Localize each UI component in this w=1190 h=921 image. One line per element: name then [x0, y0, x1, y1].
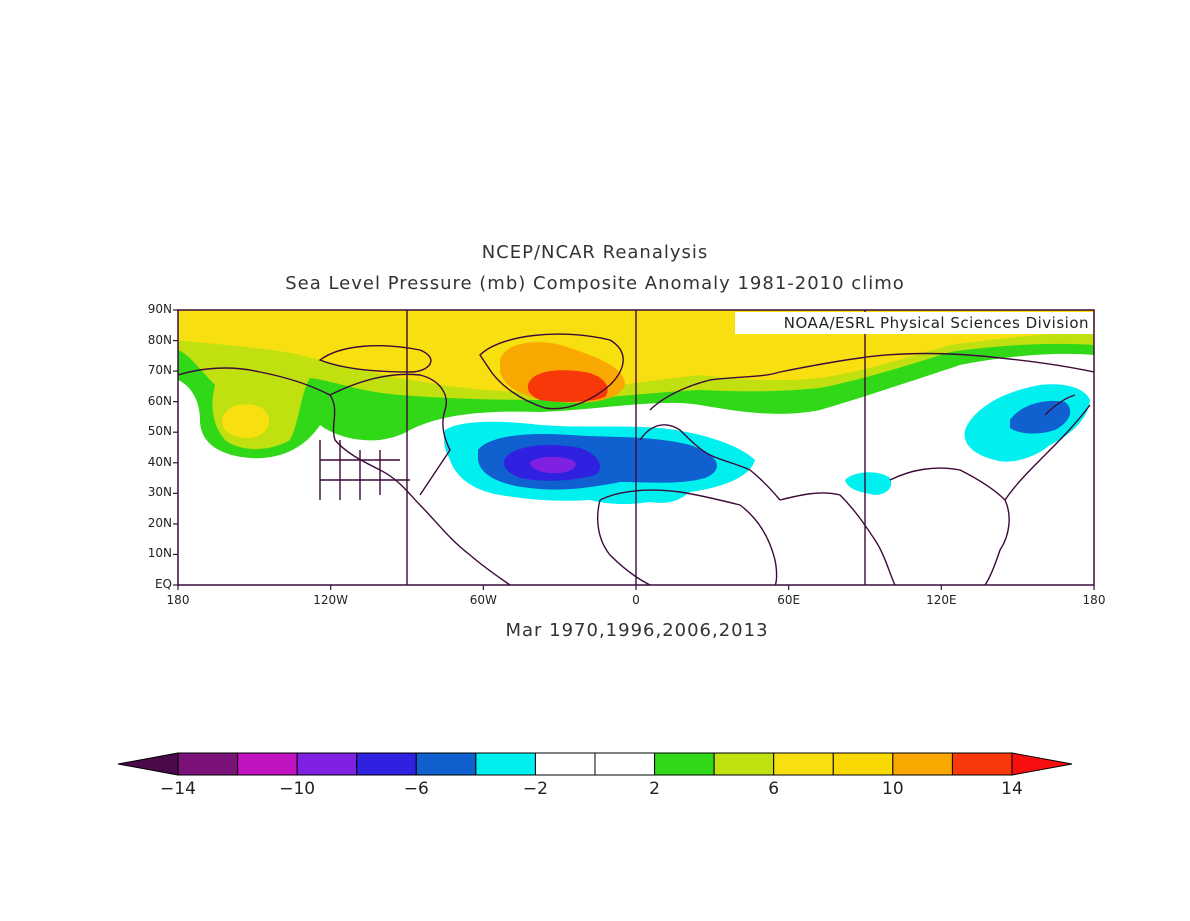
colorbar-label: −6 [403, 779, 429, 799]
colorbar-label: −10 [279, 779, 316, 799]
colorbar-swatch [951, 752, 1013, 776]
colorbar-label: 14 [1001, 779, 1023, 799]
lon-tick-label: 0 [632, 593, 640, 607]
colorbar-swatch [594, 752, 656, 776]
colorbar-swatch [654, 752, 715, 776]
colorbar-label: −14 [160, 779, 196, 799]
colorbar-swatch [177, 752, 239, 776]
colorbar-arrow-max [1011, 752, 1073, 776]
colorbar-label: 2 [649, 779, 660, 799]
lat-tick-label: 20N [147, 515, 172, 530]
colorbar-swatch [415, 752, 477, 776]
lon-tick-label: 60E [777, 593, 801, 607]
colorbar-swatch [237, 752, 298, 776]
lat-tick-label: 90N [147, 302, 172, 316]
colorbar-swatch [892, 752, 953, 776]
anomaly-contour-neg2c [845, 472, 892, 495]
colorbar-swatch [713, 752, 775, 776]
colorbar-swatch [534, 752, 596, 776]
chart-subtitle: Sea Level Pressure (mb) Composite Anomal… [285, 273, 905, 294]
colorbar-label: 6 [768, 779, 780, 799]
colorbar-swatch [296, 752, 358, 776]
colorbar-swatch [475, 752, 536, 776]
colorbar [117, 752, 1073, 776]
lat-tick-label: 60N [147, 393, 172, 408]
lat-tick-label: EQ [154, 577, 172, 591]
colorbar-label: 10 [882, 779, 904, 799]
lat-tick-label: 30N [147, 485, 172, 500]
anomaly-contour-neg4b [1010, 400, 1071, 434]
lon-tick-label: 120W [313, 593, 349, 607]
anomaly-contour-neg8 [530, 456, 576, 474]
lon-tick-label: 60W [469, 593, 497, 607]
colorbar-swatch [832, 752, 894, 776]
credit-label: NOAA/ESRL Physical Sciences Division [735, 312, 1093, 334]
colorbar-swatch [356, 752, 417, 776]
footer-period: Mar 1970,1996,2006,2013 [505, 620, 769, 641]
axis-ticks [173, 309, 1095, 590]
anomaly-contour-12 [527, 370, 608, 402]
lat-tick-label: 70N [147, 363, 172, 378]
lat-tick-label: 80N [147, 332, 172, 347]
lat-tick-label: 40N [147, 454, 172, 469]
lat-tick-label: 10N [147, 546, 172, 561]
lat-tick-label: 50N [147, 424, 172, 439]
lon-tick-label: 120E [926, 593, 957, 607]
colorbar-swatch [773, 752, 834, 776]
colorbar-label: −2 [522, 779, 548, 799]
colorbar-arrow-min [117, 752, 179, 776]
grid-meridians [406, 310, 866, 585]
lon-tick-label: 180 [1082, 593, 1106, 607]
coastlines [178, 333, 1094, 585]
anomaly-contour-6b [222, 404, 270, 438]
chart-title: NCEP/NCAR Reanalysis [481, 242, 709, 263]
lon-tick-label: 180 [166, 593, 190, 607]
